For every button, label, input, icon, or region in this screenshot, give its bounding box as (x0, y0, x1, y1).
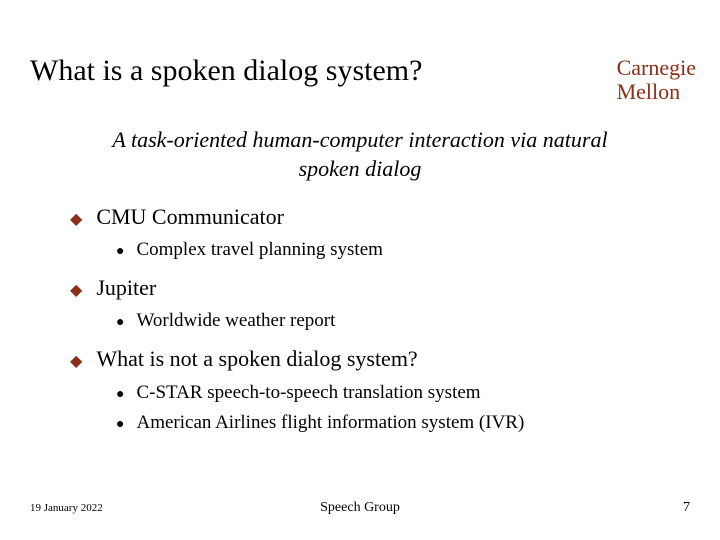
content-area: ◆ CMU Communicator ● Complex travel plan… (70, 204, 690, 434)
sub-list-item-label: Worldwide weather report (136, 310, 335, 332)
sub-list-item: ● Complex travel planning system (116, 239, 690, 261)
list-item-label: Jupiter (96, 275, 156, 301)
dot-bullet-icon: ● (116, 244, 124, 260)
list-item: ◆ What is not a spoken dialog system? (70, 346, 690, 373)
diamond-bullet-icon: ◆ (70, 351, 82, 373)
slide: What is a spoken dialog system? Carnegie… (0, 0, 720, 540)
list-item: ◆ Jupiter (70, 275, 690, 302)
sub-list-item: ● American Airlines flight information s… (116, 412, 690, 434)
sub-list-item-label: C-STAR speech-to-speech translation syst… (136, 382, 480, 404)
brand-line-1: Carnegie (617, 56, 696, 80)
sub-list-item-label: Complex travel planning system (136, 239, 382, 261)
list-item: ◆ CMU Communicator (70, 204, 690, 231)
dot-bullet-icon: ● (116, 387, 124, 403)
diamond-bullet-icon: ◆ (70, 280, 82, 302)
brand-block: Carnegie Mellon (617, 56, 696, 104)
footer: 19 January 2022 Speech Group 7 (0, 500, 720, 516)
footer-center: Speech Group (320, 500, 400, 516)
dot-bullet-icon: ● (116, 315, 124, 331)
slide-title: What is a spoken dialog system? (30, 54, 422, 88)
list-item-label: What is not a spoken dialog system? (96, 346, 417, 372)
sub-list-item: ● C-STAR speech-to-speech translation sy… (116, 382, 690, 404)
dot-bullet-icon: ● (116, 417, 124, 433)
footer-date: 19 January 2022 (30, 502, 103, 514)
title-row: What is a spoken dialog system? Carnegie… (30, 54, 690, 104)
brand-line-2: Mellon (617, 80, 696, 104)
diamond-bullet-icon: ◆ (70, 209, 82, 231)
sub-list-item-label: American Airlines flight information sys… (136, 412, 524, 434)
slide-subtitle: A task-oriented human-computer interacti… (80, 126, 641, 183)
list-item-label: CMU Communicator (96, 204, 284, 230)
sub-list-item: ● Worldwide weather report (116, 310, 690, 332)
footer-page-number: 7 (683, 500, 690, 516)
